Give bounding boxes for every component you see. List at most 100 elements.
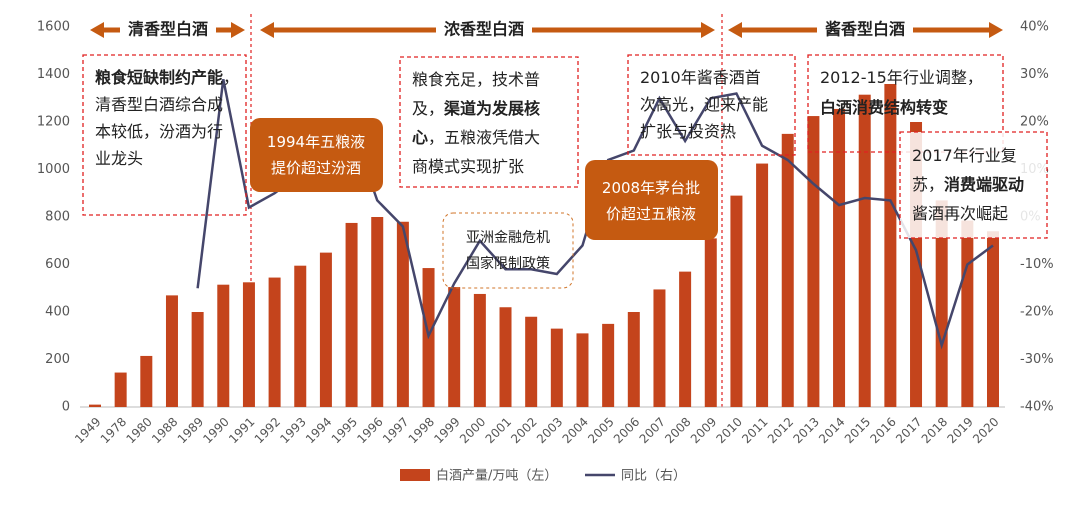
- annotation-run: ，: [223, 68, 239, 87]
- annotation-text: 本较低，汾酒为行: [95, 122, 223, 141]
- y-tick-label: 1000: [37, 162, 70, 177]
- x-tick-label: 1989: [175, 415, 206, 446]
- annotation-run: 粮食短缺制约产能: [95, 68, 223, 87]
- annotation-text: 提价超过汾酒: [271, 159, 361, 177]
- x-tick-label: 2018: [919, 415, 950, 446]
- x-tick-label: 1949: [72, 415, 103, 446]
- bar: [294, 265, 307, 407]
- annotation-text: 及，渠道为发展核: [412, 99, 540, 118]
- annotation-text: 国家限制政策: [466, 255, 550, 272]
- annotation-run: 次高光，迎来产能: [640, 95, 768, 114]
- annotation-run: 白酒消费结构转变: [820, 98, 948, 117]
- arrow-head: [989, 22, 1003, 38]
- x-tick-label: 2014: [816, 415, 847, 446]
- bar: [448, 287, 461, 407]
- annotation-run: 2010年酱香酒首: [640, 68, 761, 87]
- y-tick-label: 1600: [37, 20, 70, 35]
- x-tick-label: 2006: [611, 415, 642, 446]
- x-tick-label: 2011: [739, 415, 770, 446]
- x-tick-label: 2005: [585, 415, 616, 446]
- x-tick-label: 2003: [534, 415, 565, 446]
- y-tick-label: 800: [45, 210, 70, 225]
- bar: [319, 252, 332, 407]
- arrow-head: [231, 22, 245, 38]
- x-tick-label: 2000: [457, 415, 488, 446]
- annotation-text: 粮食短缺制约产能，: [95, 68, 239, 87]
- annotation-text: 白酒消费结构转变: [820, 98, 948, 117]
- x-tick-label: 1980: [123, 415, 154, 446]
- annotation-run: 2012-15年行业调整，: [820, 68, 983, 87]
- annotation-run: 及，: [412, 99, 444, 118]
- annotation-run: 酱酒再次崛起: [912, 204, 1008, 223]
- annotation-run: 扩张与投资热: [640, 122, 736, 141]
- annotation-text: 清香型白酒综合成: [95, 95, 223, 114]
- legend-label: 同比（右）: [621, 469, 686, 484]
- x-tick-label: 2004: [560, 415, 591, 446]
- annotation-text: 粮食充足，技术普: [412, 70, 540, 89]
- annotation-run: 国家限制政策: [466, 255, 550, 272]
- bar: [114, 372, 127, 407]
- arrow-head: [701, 22, 715, 38]
- x-tick-label: 1992: [252, 415, 283, 446]
- annotation-run: 商模式实现扩张: [412, 157, 524, 176]
- bar: [602, 323, 615, 407]
- y-tick-label: 1200: [37, 115, 70, 130]
- annotation-run: 2017年行业复: [912, 146, 1017, 165]
- annotation-box: [627, 54, 796, 156]
- x-tick-label: 2016: [867, 415, 898, 446]
- legend-swatch: [400, 469, 430, 481]
- bar: [473, 293, 486, 407]
- era-label-bg: [817, 19, 913, 41]
- x-tick-label: 1988: [149, 415, 180, 446]
- annotation-text: 2010年酱香酒首: [640, 68, 761, 87]
- x-tick-label: 2015: [842, 415, 873, 446]
- arrow-head: [90, 22, 104, 38]
- bar: [884, 84, 897, 407]
- y2-tick-label: 20%: [1020, 115, 1049, 130]
- annotation-run: 业龙头: [95, 149, 143, 168]
- bar: [833, 108, 846, 407]
- bar: [345, 222, 358, 407]
- bar: [140, 355, 153, 407]
- annotation-box: [250, 118, 383, 192]
- y-tick-label: 200: [45, 352, 70, 367]
- x-tick-label: 1993: [277, 415, 308, 446]
- x-tick-label: 2008: [662, 415, 693, 446]
- x-tick-label: 1996: [354, 415, 385, 446]
- annotation-run: 清香型白酒综合成: [95, 95, 223, 114]
- bar: [499, 307, 512, 407]
- annotation-box: [807, 54, 1004, 153]
- bar: [858, 94, 871, 407]
- annotation-text: 心，五粮液凭借大: [412, 128, 540, 147]
- bar: [525, 316, 538, 407]
- annotation-run: 渠道为发展核: [444, 99, 540, 118]
- x-tick-label: 2009: [688, 415, 719, 446]
- annotation-text: 扩张与投资热: [640, 122, 736, 141]
- y-tick-label: 0: [62, 400, 70, 415]
- x-tick-label: 1999: [431, 415, 462, 446]
- x-tick-label: 2010: [714, 415, 745, 446]
- annotation-run: 亚洲金融危机: [466, 230, 550, 246]
- x-tick-label: 1990: [200, 415, 231, 446]
- x-tick-label: 1997: [380, 415, 411, 446]
- y2-tick-label: -30%: [1020, 352, 1054, 367]
- annotation-text: 亚洲金融危机: [466, 230, 550, 246]
- annotation-text: 1994年五粮液: [267, 133, 365, 151]
- bar: [704, 238, 717, 407]
- y2-tick-label: -10%: [1020, 257, 1054, 272]
- annotation-text: 2012-15年行业调整，: [820, 68, 983, 87]
- x-tick-label: 1991: [226, 415, 257, 446]
- annotation-box: [899, 131, 1048, 239]
- annotation-run: 消费端驱动: [944, 175, 1024, 194]
- bar: [268, 277, 281, 407]
- x-tick-label: 2013: [790, 415, 821, 446]
- y-tick-label: 400: [45, 305, 70, 320]
- x-tick-label: 2017: [893, 415, 924, 446]
- annotation-box: [442, 212, 574, 289]
- annotation-text: 业龙头: [95, 149, 143, 168]
- bar: [807, 116, 820, 407]
- annotation-run: 苏，: [912, 175, 944, 194]
- y-tick-label: 1400: [37, 67, 70, 82]
- x-tick-label: 1994: [303, 415, 334, 446]
